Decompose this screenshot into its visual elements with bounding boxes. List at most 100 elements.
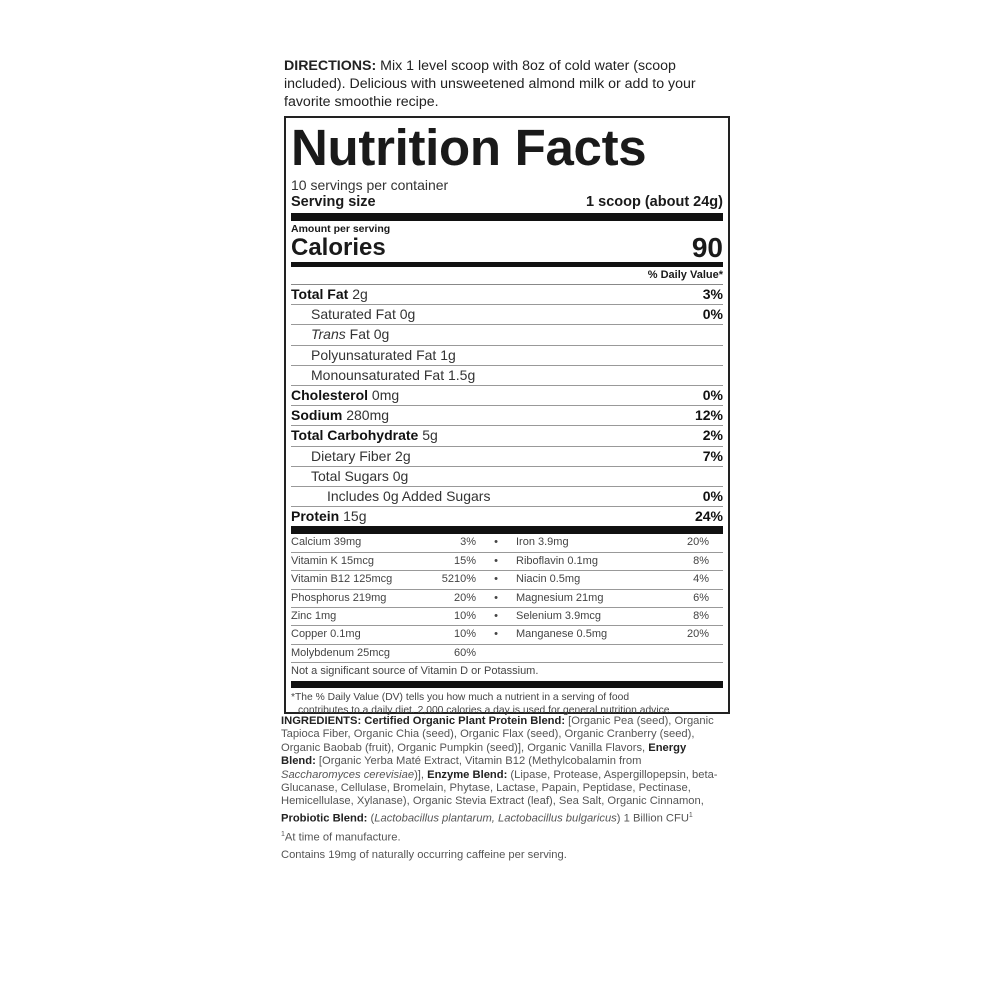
nutrient-daily-value: 24% [694, 508, 723, 525]
nutrient-name: Cholesterol 0mg [291, 386, 399, 405]
ingredients: INGREDIENTS: Certified Organic Plant Pro… [281, 715, 721, 863]
vitamin-name-right: Selenium 3.9mcg [516, 610, 601, 623]
footnote-mark: 1 [281, 830, 285, 838]
nutrient-row: Polyunsaturated Fat 1g [291, 346, 723, 366]
vitamin-row: Phosphorus 219mg 20% • Magnesium 21mg 6% [291, 590, 723, 609]
nutrient-label: Cholesterol [291, 387, 369, 404]
amount-per-serving: Amount per serving [291, 223, 391, 235]
nutrition-facts-panel: Nutrition Facts 10 servings per containe… [284, 116, 730, 717]
vitamin-name-left: Vitamin K 15mcg [291, 554, 374, 567]
footnote-line-2: contributes to a daily diet. 2,000 calor… [298, 705, 673, 717]
nutrient-row: Total Fat 2g 3% [291, 285, 723, 306]
bullet: • [494, 536, 498, 549]
vitamin-dv-right: 8% [693, 610, 709, 623]
nutrient-daily-value: 0% [702, 387, 723, 404]
vitamin-name-right: Iron 3.9mg [516, 536, 569, 549]
vitamin-dv-right [651, 645, 709, 662]
manufacture-footnote: 1At time of manufacture. [281, 828, 721, 845]
ingredients-text: INGREDIENTS: Certified Organic Plant Pro… [281, 715, 721, 826]
ingredients-part: ( [367, 812, 375, 825]
nutrient-amount: 0g [373, 326, 390, 343]
vitamin-row: Calcium 39mg 3% • Iron 3.9mg 20% [291, 534, 723, 553]
enzyme-blend-label: Enzyme Blend: [427, 768, 508, 781]
nutrient-name: Trans Fat 0g [291, 325, 389, 344]
nutrient-name: Total Fat 2g [291, 285, 368, 304]
ingredients-part: [Organic Yerba Maté Extract, Vitamin B12… [315, 755, 642, 768]
vitamin-dv-left: 10% [453, 610, 476, 623]
ingredients-part: (Lipase, Protease, Aspergillopepsin, bet… [281, 768, 718, 808]
vitamin-dv-left: 15% [453, 554, 476, 567]
vitamin-name-right: Manganese 0.5mg [516, 628, 608, 641]
manufacture-footnote-text: At time of manufacture. [284, 831, 401, 844]
vitamin-dv-right: 8% [693, 554, 709, 567]
energy-blend-label: Energy Blend: [281, 741, 687, 768]
bullet: • [494, 628, 498, 641]
nutrient-label: Dietary Fiber [311, 447, 392, 464]
nutrient-label: Includes 0g Added Sugars [327, 488, 491, 505]
nutrient-row: Monounsaturated Fat 1.5g [291, 366, 723, 387]
vitamin-name-left: Copper 0.1mg [291, 628, 361, 641]
calories-row: Calories 90 [291, 232, 723, 267]
caffeine-note: Contains 19mg of naturally occurring caf… [281, 849, 567, 862]
nutrient-label: Total Sugars [311, 467, 389, 484]
nutrient-row: Sodium 280mg 12% [291, 406, 723, 427]
nutrient-amount: 5g [422, 427, 438, 444]
vitamin-dv-left: 60% [453, 646, 476, 659]
vitamin-row: Copper 0.1mg 10% • Manganese 0.5mg 20% [291, 626, 723, 645]
not-significant-note: Not a significant source of Vitamin D or… [291, 663, 723, 689]
vitamin-name-left: Phosphorus 219mg [291, 591, 387, 604]
nutrient-row: Includes 0g Added Sugars 0% [291, 487, 723, 508]
serving-size-label: Serving size [291, 194, 376, 210]
nutrient-daily-value: 0% [702, 306, 723, 323]
bullet: • [494, 591, 498, 604]
directions-text: Mix 1 level scoop with 8oz of cold water… [284, 58, 696, 110]
ingredients-part: )], [414, 768, 428, 781]
vitamin-dv-left: 20% [453, 591, 476, 604]
nutrient-label: Total Carbohydrate [291, 427, 419, 444]
vitamin-row: Zinc 1mg 10% • Selenium 3.9mcg 8% [291, 608, 723, 627]
directions-label: DIRECTIONS: [284, 58, 377, 74]
nutrient-daily-value: 0% [702, 488, 723, 505]
ingredients-italic: Saccharomyces cerevisiae [281, 768, 415, 781]
nutrient-daily-value: 2% [702, 427, 723, 444]
directions: DIRECTIONS: Mix 1 level scoop with 8oz o… [284, 57, 736, 111]
nutrient-name: Polyunsaturated Fat 1g [291, 346, 456, 365]
bullet: • [494, 610, 498, 623]
vitamin-name-left: Zinc 1mg [291, 610, 337, 623]
calories-label: Calories [291, 234, 386, 261]
bullet: • [494, 573, 498, 586]
nutrient-amount: 2g [395, 447, 411, 464]
nutrient-row: Total Carbohydrate 5g 2% [291, 426, 723, 447]
nutrient-name: Includes 0g Added Sugars [291, 487, 490, 506]
nutrient-name: Total Carbohydrate 5g [291, 426, 438, 445]
nutrient-amount: 0g [392, 467, 409, 484]
nutrient-amount: 280mg [346, 407, 390, 424]
nutrient-label: Saturated Fat [311, 306, 396, 323]
vitamin-name-right [516, 645, 651, 662]
nutrient-amount: 2g [352, 286, 368, 302]
nutrient-amount: 15g [343, 508, 367, 525]
nutrient-row: Protein 15g 24% [291, 507, 723, 535]
nutrient-label: Sodium [291, 407, 343, 424]
vitamin-dv-left: 10% [453, 628, 476, 641]
nutrient-amount: 1.5g [447, 366, 476, 383]
vitamin-row: Molybdenum 25mcg 60% [291, 645, 723, 664]
nutrient-row: Cholesterol 0mg 0% [291, 386, 723, 407]
footnote-mark: 1 [688, 811, 693, 819]
vitamin-dv-right: 6% [693, 591, 709, 604]
nutrient-label: Trans [311, 326, 346, 343]
ingredients-part: ) 1 Billion CFU [616, 812, 689, 825]
nutrient-name: Dietary Fiber 2g [291, 447, 411, 466]
nutrient-amount: 0g [399, 306, 416, 323]
nutrient-label: Protein [291, 508, 340, 525]
serving-size-row: Serving size 1 scoop (about 24g) [291, 193, 723, 221]
probiotic-blend-label: Probiotic Blend: [281, 812, 368, 825]
ingredients-italic: Lactobacillus plantarum, Lactobacillus b… [374, 812, 617, 825]
nutrient-row: Dietary Fiber 2g 7% [291, 447, 723, 467]
calories-value: 90 [691, 232, 723, 263]
nutrient-name: Sodium 280mg [291, 406, 389, 425]
bullet: • [494, 554, 498, 567]
vitamin-dv-right: 20% [686, 628, 709, 641]
nutrient-name: Protein 15g [291, 507, 366, 526]
nutrient-row: Total Sugars 0g [291, 467, 723, 488]
